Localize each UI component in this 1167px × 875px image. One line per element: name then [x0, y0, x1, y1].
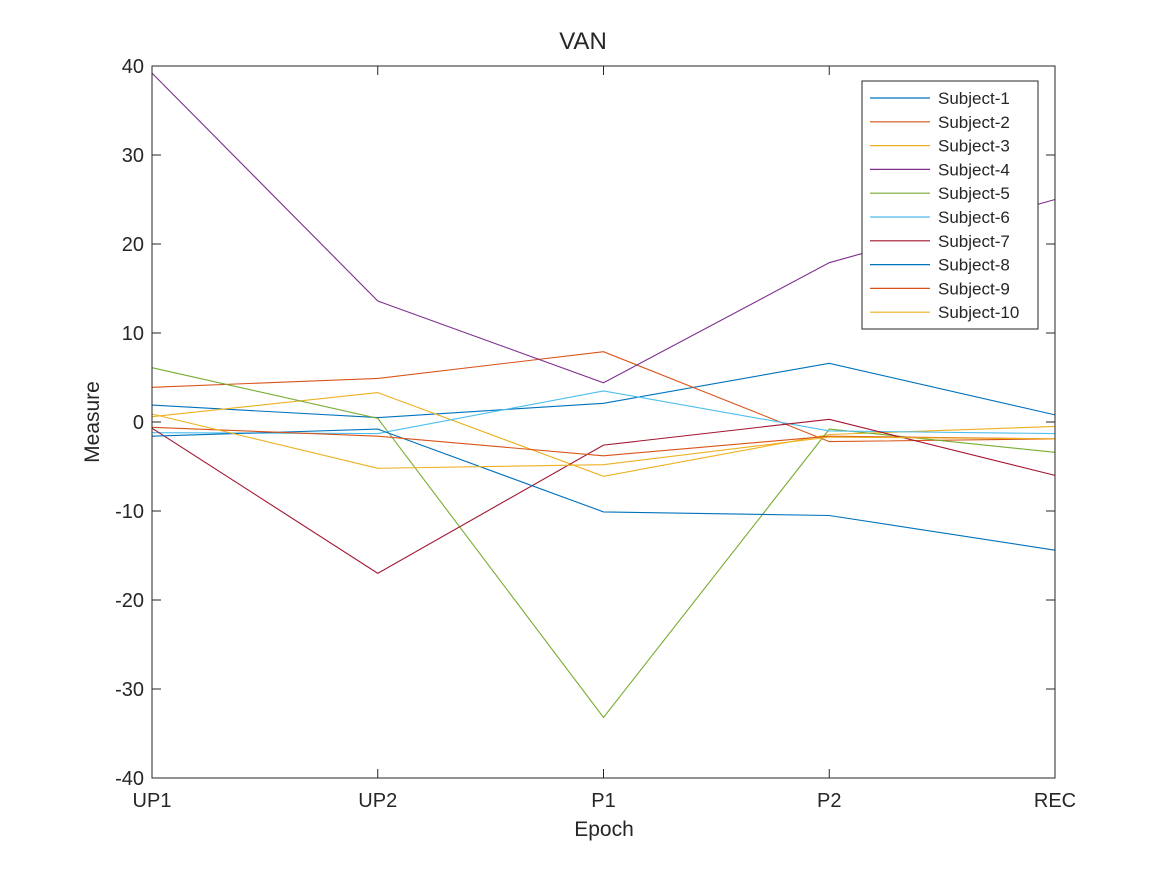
x-tick-label: P1 [591, 790, 615, 812]
series-line-subject-2 [151, 351, 1056, 443]
chart-title: VAN [559, 28, 607, 55]
legend-entry: Subject-1 [870, 89, 1010, 108]
legend-label: Subject-3 [938, 137, 1010, 156]
y-tick-label: -40 [115, 768, 144, 790]
legend-label: Subject-9 [938, 279, 1010, 298]
legend-label: Subject-1 [938, 89, 1010, 108]
y-tick-label: -20 [115, 590, 144, 612]
y-tick-label: 10 [122, 323, 144, 345]
legend-entry: Subject-3 [870, 137, 1010, 156]
legend-label: Subject-4 [938, 160, 1010, 179]
x-tick-label: REC [1034, 790, 1076, 812]
plot-lines [151, 72, 1056, 719]
y-tick-label: -10 [115, 501, 144, 523]
legend-entry: Subject-4 [870, 160, 1010, 179]
series-line-subject-7 [151, 418, 1056, 574]
y-tick-label: 40 [122, 56, 144, 78]
series-line-subject-1 [151, 362, 1056, 419]
y-tick-label: 0 [133, 412, 144, 434]
legend-entry: Subject-6 [870, 208, 1010, 227]
legend-entry: Subject-2 [870, 113, 1010, 132]
x-axis-label: Epoch [574, 818, 634, 841]
y-tick-label: 20 [122, 234, 144, 256]
series-line-subject-3 [151, 392, 1056, 477]
legend-label: Subject-10 [938, 303, 1019, 322]
x-tick-label: P2 [817, 790, 841, 812]
legend-entry: Subject-8 [870, 256, 1010, 275]
y-tick-label: 30 [122, 145, 144, 167]
legend-label: Subject-8 [938, 256, 1010, 275]
series-line-subject-5 [151, 367, 1056, 719]
series-line-subject-10 [151, 413, 1056, 469]
legend-label: Subject-7 [938, 232, 1010, 251]
series-line-subject-8 [151, 428, 1056, 551]
legend-label: Subject-5 [938, 184, 1010, 203]
y-axis-label: Measure [81, 381, 104, 463]
legend-entry: Subject-7 [870, 232, 1010, 251]
y-tick-label: -30 [115, 679, 144, 701]
series-line-subject-9 [151, 426, 1056, 457]
legend: Subject-1 Subject-2 Subject-3 Subject-4 Subj… [861, 80, 1039, 330]
legend-entry: Subject-9 [870, 279, 1010, 298]
legend-label: Subject-6 [938, 208, 1010, 227]
axes: -40 -30 -20 -10 0 10 20 30 40 UP1 UP2 P1 P2 REC [115, 56, 1076, 812]
legend-entry: Subject-10 [870, 303, 1019, 322]
legend-entry: Subject-5 [870, 184, 1010, 203]
legend-label: Subject-2 [938, 113, 1010, 132]
x-tick-label: UP2 [358, 790, 397, 812]
x-tick-label: UP1 [133, 790, 172, 812]
